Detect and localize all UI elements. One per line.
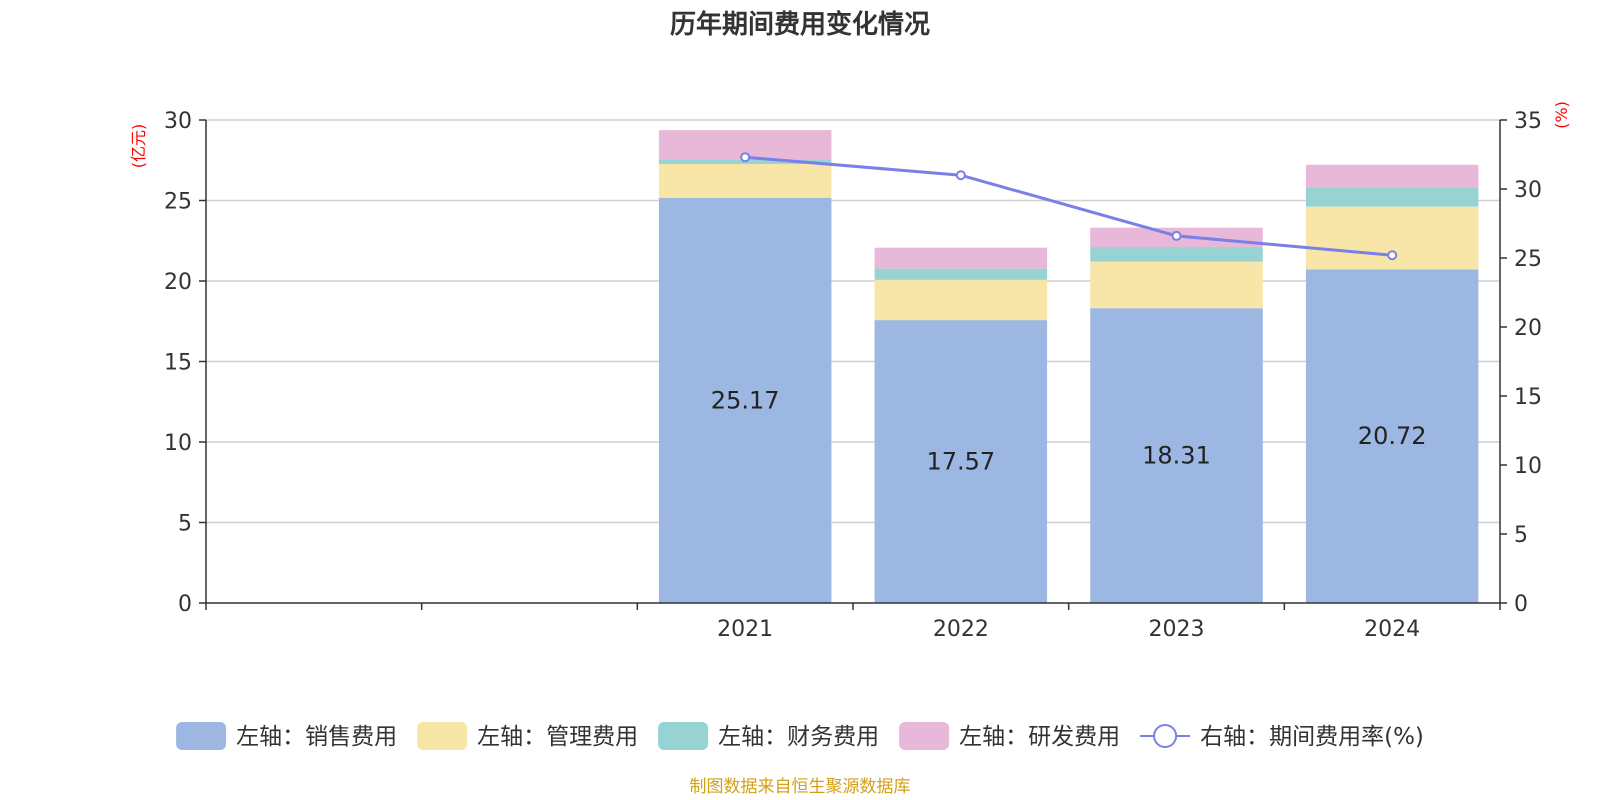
right-axis-tick-label: 25 bbox=[1514, 247, 1542, 272]
bars: 25.17 17.57 18.31 20.72 bbox=[658, 130, 1479, 603]
bar-data-label: 25.17 bbox=[711, 386, 780, 414]
rate-point bbox=[1171, 230, 1182, 241]
bar-segment bbox=[874, 320, 1048, 603]
chart-title: 历年期间费用变化情况 bbox=[670, 9, 930, 40]
right-axis-tick-label: 10 bbox=[1514, 454, 1542, 479]
x-axis-tick-label: 2021 bbox=[717, 617, 773, 642]
bar-segment bbox=[874, 247, 1048, 269]
legend-label: 左轴：销售费用 bbox=[236, 724, 397, 750]
rate-point bbox=[740, 152, 751, 163]
legend-label: 右轴：期间费用率(%) bbox=[1200, 724, 1424, 750]
right-axis-tick-label: 0 bbox=[1514, 592, 1528, 617]
legend-swatch bbox=[417, 722, 468, 750]
bar-segment bbox=[1090, 308, 1263, 603]
left-axis-tick-label: 0 bbox=[178, 592, 192, 617]
left-axis-tick-label: 20 bbox=[164, 270, 192, 295]
axes: 0 5 10 15 20 25 30 0 5 10 15 20 25 30 35 2021 2022 2023 20… bbox=[164, 109, 1542, 642]
right-axis-tick-label: 15 bbox=[1514, 385, 1542, 410]
left-axis-tick-label: 25 bbox=[164, 190, 192, 215]
rate-line bbox=[740, 152, 1398, 261]
grid-lines bbox=[206, 119, 1500, 524]
left-axis-tick-label: 15 bbox=[164, 351, 192, 376]
bar-segment bbox=[874, 279, 1048, 321]
right-axis-tick-label: 30 bbox=[1514, 178, 1542, 203]
bar-segment bbox=[1305, 269, 1479, 603]
legend-swatch bbox=[899, 722, 950, 750]
bar-segment bbox=[1305, 187, 1479, 207]
bar-data-label: 17.57 bbox=[926, 448, 995, 476]
rate-point bbox=[955, 170, 966, 181]
left-axis-tick-label: 5 bbox=[178, 512, 192, 537]
bar-segment bbox=[658, 197, 832, 603]
right-axis-tick-label: 35 bbox=[1514, 109, 1542, 134]
x-axis-tick-label: 2024 bbox=[1364, 617, 1420, 642]
left-axis-tick-label: 10 bbox=[164, 431, 192, 456]
rate-line-path bbox=[745, 155, 1393, 257]
source-note: 制图数据来自恒生聚源数据库 bbox=[690, 777, 911, 797]
bar-segment bbox=[1090, 261, 1263, 309]
legend-label: 左轴：研发费用 bbox=[959, 724, 1120, 750]
legend-swatch-marker bbox=[1153, 724, 1178, 748]
right-axis-unit: (%) bbox=[1552, 101, 1571, 129]
bar-data-label: 20.72 bbox=[1358, 422, 1427, 450]
bar-segment bbox=[1305, 164, 1479, 188]
left-axis-unit: (亿元) bbox=[129, 124, 148, 169]
bar-segment bbox=[874, 268, 1048, 280]
left-axis-tick-label: 30 bbox=[164, 109, 192, 134]
legend: 左轴：销售费用 左轴：管理费用 左轴：财务费用 左轴：研发费用 右轴：期间费用率(%) bbox=[176, 722, 1424, 750]
legend-swatch bbox=[176, 722, 227, 750]
x-axis-tick-label: 2023 bbox=[1149, 617, 1205, 642]
bar-segment bbox=[1090, 247, 1263, 262]
x-axis-tick-label: 2022 bbox=[933, 617, 989, 642]
legend-swatch bbox=[658, 722, 709, 750]
legend-label: 左轴：财务费用 bbox=[718, 724, 879, 750]
right-axis-tick-label: 20 bbox=[1514, 316, 1542, 341]
rate-point bbox=[1387, 250, 1398, 261]
bar-data-label: 18.31 bbox=[1142, 442, 1211, 470]
right-axis-tick-label: 5 bbox=[1514, 523, 1528, 548]
bar-segment bbox=[658, 163, 832, 198]
legend-label: 左轴：管理费用 bbox=[477, 724, 638, 750]
